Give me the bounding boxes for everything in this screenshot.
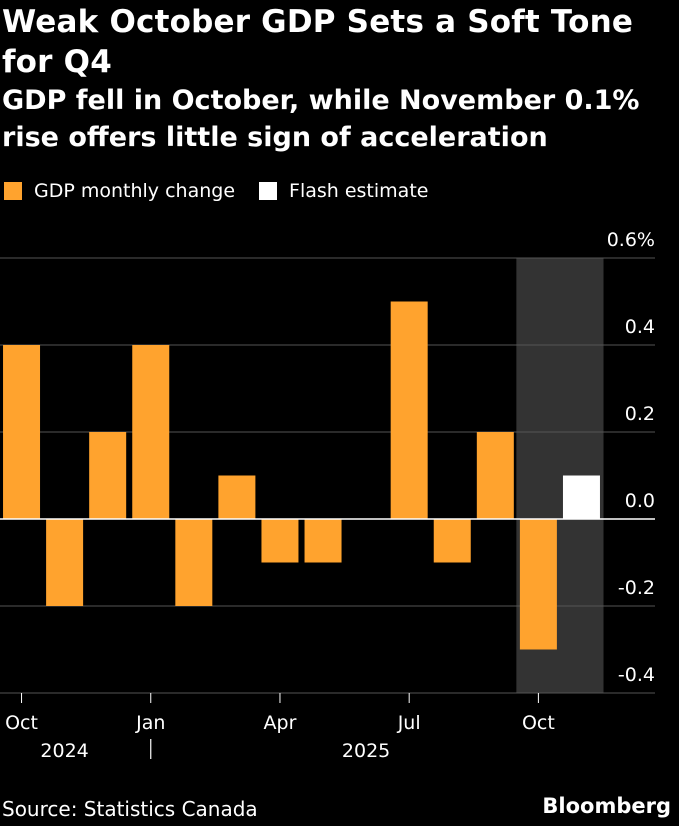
y-tick-label: -0.4 — [618, 664, 655, 686]
bar-gdp — [218, 475, 256, 519]
year-label: 2025 — [342, 740, 390, 762]
bar-gdp — [46, 519, 84, 606]
y-tick-label: -0.2 — [618, 577, 655, 599]
source-note: Source: Statistics Canada — [2, 797, 258, 821]
y-tick-label: 0.0 — [625, 490, 655, 512]
bar-gdp — [476, 432, 514, 519]
y-tick-label: 0.4 — [625, 316, 655, 338]
bar-gdp — [89, 432, 127, 519]
legend-label-flash: Flash estimate — [289, 180, 429, 202]
legend-item-gdp: GDP monthly change — [4, 180, 235, 202]
legend: GDP monthly change Flash estimate — [4, 176, 452, 206]
bloomberg-logo: Bloomberg — [542, 794, 671, 818]
bar-gdp — [132, 345, 170, 519]
bar-gdp — [433, 519, 471, 563]
legend-label-gdp: GDP monthly change — [34, 180, 236, 202]
legend-swatch-gdp — [4, 182, 22, 200]
x-tick-label: Jan — [135, 712, 165, 734]
chart-subtitle: GDP fell in October, while November 0.1%… — [2, 85, 640, 153]
year-label: 2024 — [40, 740, 88, 762]
bar-gdp — [261, 519, 299, 563]
x-tick-label: Oct — [5, 712, 38, 734]
bar-gdp — [3, 345, 41, 519]
bar-flash — [562, 475, 600, 519]
bar-gdp — [304, 519, 342, 563]
bar-gdp — [390, 301, 428, 519]
chart-title: Weak October GDP Sets a Soft Tone for Q4 — [2, 4, 634, 80]
y-tick-label: 0.2 — [625, 403, 655, 425]
x-tick-label: Oct — [522, 712, 555, 734]
legend-item-flash: Flash estimate — [259, 180, 428, 202]
x-tick-label: Jul — [397, 712, 421, 734]
x-tick-label: Apr — [264, 712, 297, 734]
legend-swatch-flash — [259, 182, 278, 200]
y-tick-label: 0.6% — [607, 229, 655, 251]
bar-gdp — [175, 519, 213, 606]
bar-gdp — [519, 519, 557, 650]
